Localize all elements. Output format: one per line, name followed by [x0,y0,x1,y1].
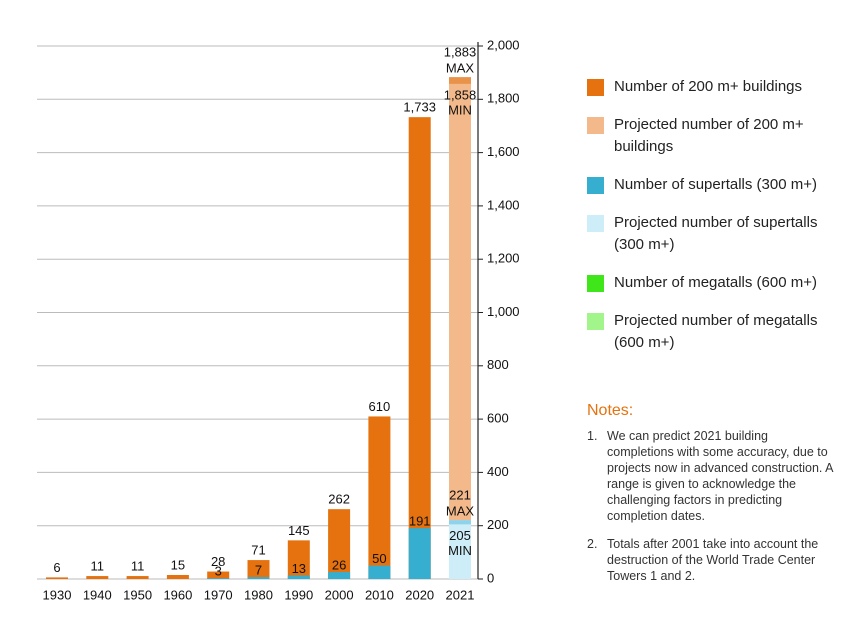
notes: Notes: 1. We can predict 2021 building co… [587,402,837,596]
legend-item: Number of 200 m+ buildings [587,76,842,98]
x-tick-label: 1970 [204,587,233,602]
y-tick-label: 1,400 [487,197,520,212]
legend-label: Number of megatalls (600 m+) [614,274,817,291]
y-tick-label: 2,000 [487,37,520,52]
x-tick-label: 1950 [123,587,152,602]
x-tick-label: 1990 [284,587,313,602]
y-tick-label: 1,600 [487,144,520,159]
value-label: 610 [369,399,391,414]
bar [408,117,431,579]
value-label: 262 [328,492,350,507]
y-tick-label: 600 [487,411,509,426]
bar [328,572,351,579]
y-tick-label: 0 [487,570,494,585]
x-tick-label: 1930 [43,587,72,602]
note-number: 1. [587,429,598,443]
min-label: MIN [448,102,472,117]
legend-swatch [587,313,604,330]
x-tick-label: 1940 [83,587,112,602]
value-label: 6 [53,560,60,575]
x-tick-label: 1980 [244,587,273,602]
note: 1. We can predict 2021 building completio… [587,428,837,524]
value-label: 1,883 [444,45,477,60]
bar [126,576,149,579]
note: 2. Totals after 2001 take into account th… [587,536,837,584]
value-label: 28 [211,554,225,569]
max-label: MAX [446,61,475,76]
legend-item: Number of supertalls (300 m+) [587,174,842,196]
notes-title: Notes: [587,402,634,419]
bar [368,416,391,579]
x-tick-label: 1960 [163,587,192,602]
min-value-label: 1,858 [444,87,477,102]
bar [287,540,310,579]
value-label: 1,733 [403,100,436,115]
chart: 0 200 400 600 800 1,000 1,200 1,400 1,600 1,800 2,… [37,37,520,602]
bar [207,571,230,579]
value-label: 3 [215,564,222,579]
legend-swatch [587,79,604,96]
value-label: 15 [171,557,185,572]
bar [166,575,189,579]
value-label: 13 [292,561,306,576]
min-label: MIN [448,543,472,558]
legend-label: Number of supertalls (300 m+) [614,176,817,193]
range-band [449,77,471,84]
value-label: 191 [409,514,431,529]
bar [207,578,230,579]
bar [247,560,270,579]
bar [449,520,471,579]
bar [247,577,270,579]
legend-item: Projected number of megatalls (600 m+) [587,310,842,354]
note-text: Totals after 2001 take into account the … [607,537,819,583]
value-label: 11 [131,559,145,574]
value-label: 50 [372,551,386,566]
bar [287,575,310,579]
x-tick-label: 2010 [365,587,394,602]
range-band [449,520,471,525]
legend: Number of 200 m+ buildings Projected numb… [587,76,842,370]
y-tick-label: 800 [487,357,509,372]
bar [46,577,68,579]
max-label: MAX [446,504,475,519]
bar [86,576,109,579]
legend-swatch [587,275,604,292]
y-tick-label: 1,200 [487,251,520,266]
legend-swatch [587,215,604,232]
bar [328,509,351,579]
legend-swatch [587,177,604,194]
value-label: 221 [449,488,471,503]
y-tick-label: 200 [487,517,509,532]
x-tick-label: 2000 [325,587,354,602]
note-number: 2. [587,537,598,551]
legend-label: Number of 200 m+ buildings [614,78,803,95]
y-tick-label: 1,000 [487,304,520,319]
x-tick-label: 2021 [446,587,475,602]
x-tick-label: 2020 [405,587,434,602]
value-label: 145 [288,523,310,538]
legend-item: Projected number of supertalls (300 m+) [587,212,842,256]
legend-label: Projected number of megatalls (600 m+) [614,312,818,351]
legend-item: Projected number of 200 m+ buildings [587,114,842,158]
value-label: 26 [332,558,346,573]
bar [449,77,471,580]
legend-label: Projected number of supertalls (300 m+) [614,214,818,253]
note-text: We can predict 2021 building completions… [607,429,833,523]
min-value-label: 205 [449,528,471,543]
bar [408,528,431,579]
value-label: 11 [91,559,105,574]
y-tick-label: 400 [487,464,509,479]
y-tick-label: 1,800 [487,91,520,106]
legend-item: Number of megatalls (600 m+) [587,272,842,294]
value-label: 7 [255,563,262,578]
legend-swatch [587,117,604,134]
value-label: 71 [251,543,265,558]
bar [368,565,391,579]
legend-label: Projected number of 200 m+ buildings [614,116,804,155]
